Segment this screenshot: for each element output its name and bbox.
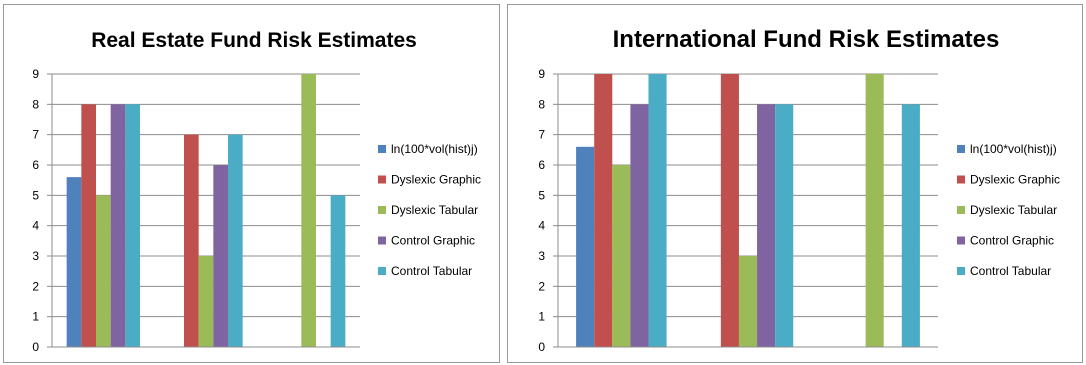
y-tick-label: 2	[32, 279, 39, 293]
international-chart: International Fund Risk Estimates 0 1 2 3 4 5 6…	[538, 26, 1060, 354]
chart-title: Real Estate Fund Risk Estimates	[91, 29, 417, 52]
y-tick-label: 0	[538, 340, 545, 354]
legend-label: ln(100*vol(hist)j)	[391, 142, 478, 156]
legend-label: ln(100*vol(hist)j)	[970, 142, 1057, 156]
legend-swatch	[957, 175, 965, 184]
bar	[110, 104, 126, 347]
legend-label: Control Tabular	[391, 264, 472, 278]
bar	[612, 165, 631, 347]
bar	[198, 256, 214, 347]
bar	[81, 104, 96, 347]
y-tick-label: 8	[538, 97, 545, 111]
chart-title: International Fund Risk Estimates	[613, 26, 1000, 53]
legend-label: Dyslexic Tabular	[391, 203, 478, 217]
bar	[330, 195, 346, 347]
bar	[720, 74, 739, 347]
legend-swatch	[957, 267, 965, 275]
bar	[648, 74, 667, 347]
bar	[901, 104, 920, 347]
bar	[576, 146, 595, 347]
legend-swatch	[378, 267, 386, 275]
y-tick-label: 9	[538, 67, 545, 81]
y-tick-label: 3	[538, 249, 545, 263]
y-tick-label: 1	[32, 310, 39, 324]
legend-label: Control Tabular	[970, 264, 1051, 278]
legend-swatch	[378, 206, 386, 214]
y-tick-label: 1	[538, 310, 545, 324]
legend-swatch	[957, 236, 965, 245]
y-tick-label: 6	[32, 158, 39, 172]
bar	[66, 177, 82, 347]
real-estate-chart: Real Estate Fund Risk Estimates 0 1 2 3 4 5 6 7 8…	[32, 29, 481, 354]
y-tick-label: 7	[538, 128, 545, 142]
bar	[184, 134, 199, 347]
bar	[757, 104, 776, 347]
legend-swatch	[378, 236, 386, 245]
y-tick-label: 5	[538, 188, 545, 202]
bar	[301, 74, 316, 347]
bar	[125, 104, 140, 347]
y-tick-label: 9	[32, 67, 39, 81]
y-tick-label: 8	[32, 97, 39, 111]
bar	[96, 195, 111, 347]
legend-label: Dyslexic Tabular	[970, 203, 1057, 217]
y-tick-label: 5	[32, 188, 39, 202]
bar	[228, 134, 243, 347]
legend-swatch	[957, 206, 965, 214]
bar	[213, 165, 228, 347]
y-tick-label: 3	[32, 249, 39, 263]
legend-label: Dyslexic Graphic	[970, 173, 1060, 187]
legend-swatch	[378, 145, 386, 153]
y-tick-label: 0	[32, 340, 39, 354]
legend-label: Control Graphic	[391, 234, 475, 248]
bar	[738, 256, 758, 347]
y-tick-label: 4	[32, 219, 39, 233]
y-tick-label: 4	[538, 219, 545, 233]
legend-label: Dyslexic Graphic	[391, 173, 481, 187]
bar	[594, 74, 613, 347]
y-tick-label: 6	[538, 158, 545, 172]
real-estate-chart-panel: Real Estate Fund Risk Estimates 0 1 2 3 4 5 6 7 8…	[3, 4, 500, 363]
international-chart-panel: International Fund Risk Estimates 0 1 2 3 4 5 6…	[507, 4, 1083, 363]
bar	[775, 104, 794, 347]
bar	[865, 74, 884, 347]
y-tick-label: 2	[538, 279, 545, 293]
legend-swatch	[378, 175, 386, 184]
legend-swatch	[957, 145, 965, 153]
y-tick-label: 7	[32, 128, 39, 142]
bar	[630, 104, 649, 347]
legend-label: Control Graphic	[970, 234, 1054, 248]
